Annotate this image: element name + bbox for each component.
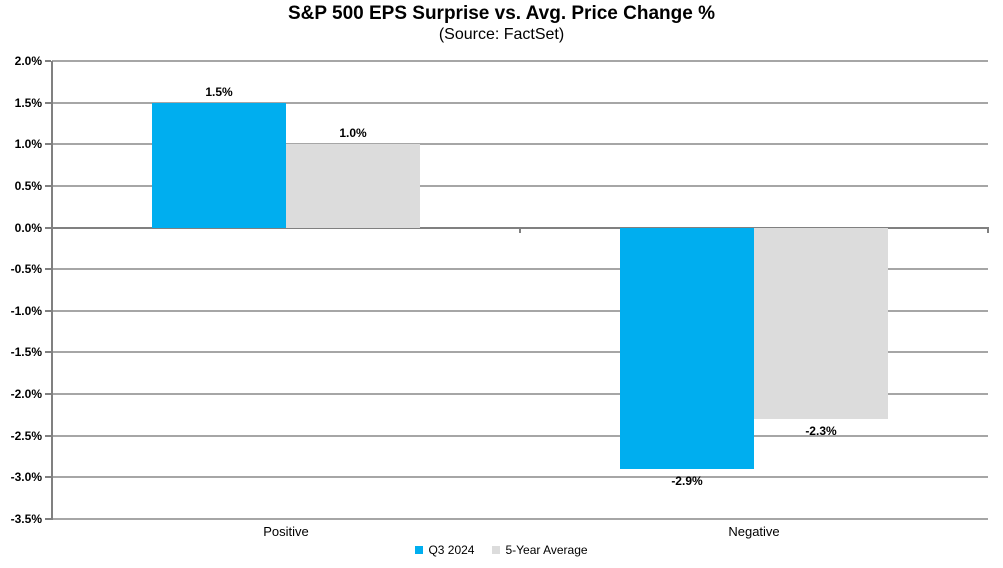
y-gridline [52,309,988,312]
legend-swatch-icon [415,546,424,554]
bar-value-label: -2.3% [805,424,837,439]
y-axis-label: 2.0% [14,54,42,68]
legend-item: 5-Year Average [492,543,588,557]
bar-value-label: -2.9% [671,474,703,489]
y-axis-label: 0.5% [14,178,42,193]
y-axis-tick [45,351,51,354]
y-gridline [52,143,988,146]
bar-q3-2024-positive [152,102,286,228]
chart-title: S&P 500 EPS Surprise vs. Avg. Price Chan… [288,3,715,24]
bar-5-year-average-positive [286,144,420,228]
y-axis-label: -2.0% [10,387,42,402]
y-axis-label: -2.5% [10,428,42,443]
y-axis-tick [45,309,51,312]
bar-value-label: 1.5% [205,84,233,99]
y-axis-label: -3.5% [10,512,42,526]
bar-value-label: 1.0% [339,126,367,141]
y-axis-tick [45,143,51,146]
chart-subtitle: (Source: FactSet) [438,26,565,43]
y-axis-label: 1.0% [14,137,42,152]
y-gridline [52,476,988,479]
y-axis-label: 1.5% [14,95,42,110]
category-axis-tick [987,226,989,233]
y-gridline [52,60,988,62]
y-axis-label: -1.0% [10,303,42,318]
y-gridline [52,101,988,104]
legend-swatch-icon [492,546,501,554]
y-axis-line [51,61,53,520]
y-axis-tick [45,434,51,437]
bar-q3-2024-negative [620,227,754,470]
y-axis-tick [45,518,51,520]
y-axis-tick [45,226,51,229]
bar-5-year-average-negative [754,227,888,420]
y-gridline [52,434,988,437]
y-gridline [52,184,988,187]
category-axis-tick [519,226,521,233]
y-axis-tick [45,393,51,396]
legend-label: Q3 2024 [428,543,475,557]
y-gridline [52,393,988,396]
legend: Q3 2024 5-Year Average [0,543,1003,557]
y-axis-tick [45,476,51,479]
y-gridline [52,268,988,271]
y-axis-tick [45,60,51,62]
legend-label: 5-Year Average [505,543,588,557]
y-axis-label: -3.0% [10,470,42,485]
y-axis-tick [45,101,51,104]
x-axis-label-positive: Positive [263,524,309,539]
y-axis-label: -1.5% [10,345,42,360]
x-axis-label-negative: Negative [728,524,780,539]
y-axis-tick [45,184,51,187]
legend-item: Q3 2024 [415,543,474,557]
y-axis-tick [45,268,51,271]
y-axis-label: 0.0% [14,220,42,235]
y-gridline [52,518,988,520]
y-axis-label: -0.5% [10,262,42,277]
y-gridline [52,351,988,354]
